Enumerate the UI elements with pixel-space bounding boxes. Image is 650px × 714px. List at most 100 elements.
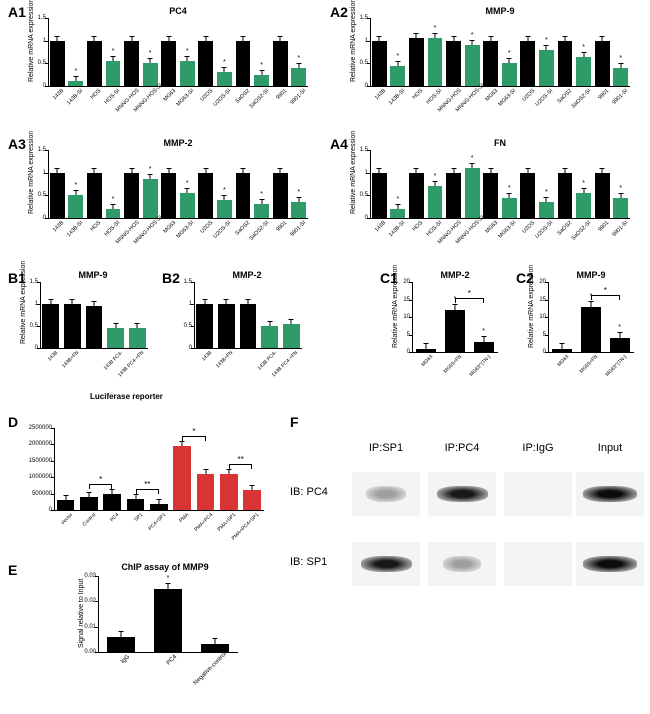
bar: [483, 41, 498, 86]
bar: [50, 41, 65, 86]
bar: [218, 304, 235, 348]
bar: *: [180, 193, 195, 218]
bar: [595, 41, 610, 86]
blot-col: Input: [576, 442, 644, 454]
bar: [273, 173, 288, 218]
bar: [520, 173, 535, 218]
bar: [150, 504, 168, 510]
bar: [558, 173, 573, 218]
bar: [64, 304, 81, 348]
title: PC4: [48, 6, 308, 16]
bar: [273, 41, 288, 86]
bar: [409, 173, 424, 218]
band: [583, 486, 637, 502]
bar: [372, 41, 387, 86]
bar: [283, 324, 300, 348]
bar: *: [106, 61, 121, 86]
bar: [42, 304, 59, 348]
title: FN: [370, 138, 630, 148]
bar: *: [143, 63, 158, 86]
bar: [87, 173, 102, 218]
bar: [127, 499, 145, 510]
bar: *: [217, 72, 232, 86]
bar: *: [428, 38, 443, 86]
bar: [446, 41, 461, 86]
bar: [173, 446, 191, 510]
bar: [80, 497, 98, 510]
bar: [240, 304, 257, 348]
panel-B1: B1MMP-9Relative mRNA expression00.511.51…: [8, 270, 158, 400]
band: [361, 556, 412, 572]
bar: [129, 328, 146, 348]
bar: [161, 41, 176, 86]
band: [437, 486, 488, 502]
bar: *: [539, 50, 554, 86]
bar: *: [613, 198, 628, 218]
label-A1: A1: [8, 4, 26, 20]
label-F: F: [290, 414, 299, 430]
bar: *: [539, 202, 554, 218]
bar: *: [68, 81, 83, 86]
bar: *: [502, 198, 517, 218]
bar: [57, 500, 75, 510]
bar: [107, 328, 124, 348]
bar: *: [576, 57, 591, 86]
bar: [107, 637, 135, 652]
bar: *: [390, 209, 405, 218]
panel-D: D 05000001000000150000020000002500000Vec…: [8, 414, 270, 560]
bar: [50, 173, 65, 218]
panel-A2: A2MMP-9Relative mRNA expression00.511.5*…: [330, 4, 640, 132]
bar: [236, 41, 251, 86]
bar: [483, 173, 498, 218]
bar: [198, 41, 213, 86]
panel-C1: C1MMP-2Relative mRNA expression05101520*…: [380, 270, 508, 400]
bar: [220, 474, 238, 510]
blot-col: IP:IgG: [504, 442, 572, 454]
label-D: D: [8, 414, 18, 430]
bar: [243, 490, 261, 510]
bar: *: [576, 193, 591, 218]
blot-col: IP:PC4: [428, 442, 496, 454]
bar: [236, 173, 251, 218]
label-A2: A2: [330, 4, 348, 20]
band: [366, 486, 407, 502]
bar: [201, 644, 229, 652]
blot-row: IB: SP1: [290, 556, 327, 568]
blot-row: IB: PC4: [290, 486, 328, 498]
panel-F: F IP:SP1IP:PC4IP:IgGInputIB: PC4IB: SP1: [290, 414, 640, 614]
bar: [197, 474, 215, 510]
label-E: E: [8, 562, 17, 578]
panel-E: E ChIP assay of MMP9Signal relative to I…: [60, 562, 260, 710]
bar: *: [465, 168, 480, 218]
b-xlabel: Luciferase reporter: [90, 392, 163, 401]
bar: *: [217, 200, 232, 218]
bar: *: [254, 75, 269, 86]
bar: [446, 173, 461, 218]
bar: [124, 173, 139, 218]
bar: *: [474, 342, 494, 353]
bar: *: [68, 195, 83, 218]
bar: *: [106, 209, 121, 218]
bar: *: [502, 63, 517, 86]
bar: [416, 349, 436, 353]
bar: [409, 38, 424, 86]
blot-lane: [504, 542, 572, 586]
bar: [595, 173, 610, 218]
band: [443, 556, 480, 572]
bar: [552, 349, 572, 353]
title: MMP-9: [370, 6, 630, 16]
bar: [558, 41, 573, 86]
bar: [124, 41, 139, 86]
bar: *: [180, 61, 195, 86]
bar: [372, 173, 387, 218]
bar: *: [445, 310, 465, 352]
bar: *: [390, 66, 405, 86]
bar: *: [428, 186, 443, 218]
label-A4: A4: [330, 136, 348, 152]
bar: *: [613, 68, 628, 86]
panel-A4: A4FNRelative mRNA expression00.511.5****…: [330, 136, 640, 264]
bar: *: [581, 307, 601, 353]
bar: *: [465, 45, 480, 86]
label-A3: A3: [8, 136, 26, 152]
panel-B2: B2MMP-200.511.5143B143B+FN143B PC4-143B …: [162, 270, 312, 400]
